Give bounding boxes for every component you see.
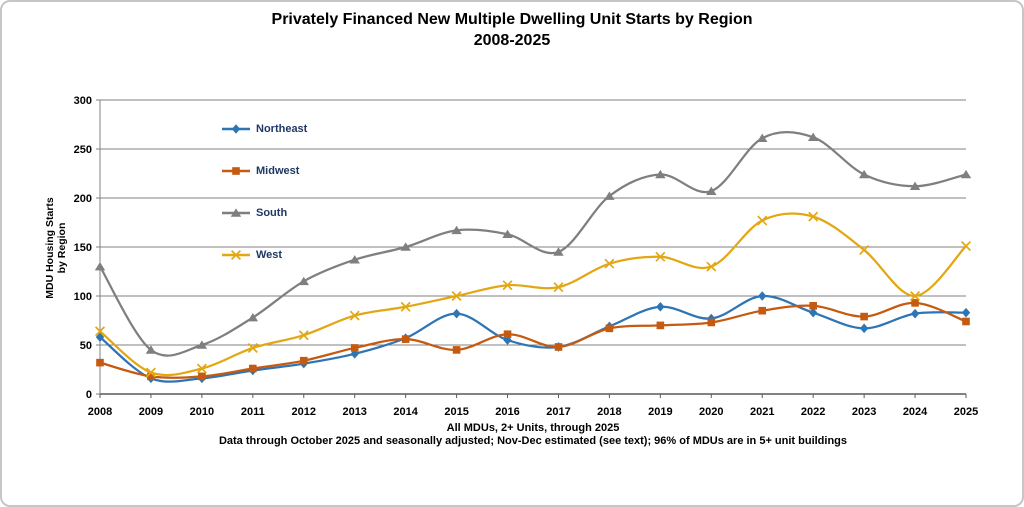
x-tick-label: 2020: [699, 406, 723, 418]
line-marker-sample-icon: [222, 167, 250, 175]
series-line-west: [98, 212, 968, 377]
chart-title-line1: Privately Financed New Multiple Dwelling…: [271, 11, 753, 28]
x-tick-label: 2025: [954, 406, 978, 418]
x-tick-label: 2015: [444, 406, 468, 418]
x-tick-label: 2011: [241, 406, 265, 418]
x-tick-label: 2018: [597, 406, 621, 418]
footnotes: All MDUs, 2+ Units, through 2025 Data th…: [100, 422, 966, 447]
x-tick-label: 2013: [342, 406, 366, 418]
y-axis-title-line2: by Region: [56, 222, 68, 274]
x-tick-label: 2024: [903, 406, 928, 418]
legend-label-west: West: [256, 249, 283, 261]
y-axis-title: MDU Housing Starts by Region: [44, 197, 68, 299]
series-line-midwest: [98, 301, 968, 379]
x-axis-labels: 2008 2009 2010 2011 2012 2013 2014 2015 2016 2017…: [88, 394, 978, 418]
x-tick-label: 2008: [88, 406, 112, 418]
chart-title-line2: 2008-2025: [473, 32, 551, 49]
series-line-northeast: [98, 294, 968, 383]
x-tick-label: 2017: [546, 406, 570, 418]
y-tick-label: 150: [74, 242, 92, 254]
y-tick-label: 200: [74, 193, 92, 205]
legend-label-south: South: [256, 207, 288, 219]
x-tick-label: 2016: [495, 406, 519, 418]
x-tick-label: 2009: [139, 406, 163, 418]
footnote-line1: All MDUs, 2+ Units, through 2025: [446, 422, 620, 434]
series-midwest: [96, 299, 970, 381]
series-south: [94, 130, 972, 357]
x-tick-label: 2023: [852, 406, 876, 418]
x-tick-label: 2014: [393, 406, 418, 418]
line-marker-sample-icon: [222, 249, 250, 261]
y-tick-label: 300: [74, 95, 92, 107]
series-northeast: [95, 291, 971, 384]
x-tick-label: 2022: [801, 406, 825, 418]
y-axis-title-line1: MDU Housing Starts: [44, 197, 56, 299]
gridlines: 0 50 100 150 200 250 300: [74, 95, 966, 401]
y-tick-label: 50: [80, 340, 92, 352]
legend-item-northeast: Northeast: [221, 122, 307, 136]
line-marker-sample-icon: [222, 208, 250, 217]
x-tick-label: 2019: [648, 406, 672, 418]
y-tick-label: 0: [86, 389, 92, 401]
legend-item-west: West: [221, 248, 282, 262]
footnote-line2: Data through October 2025 and seasonally…: [218, 434, 848, 447]
line-marker-sample-icon: [222, 124, 250, 134]
legend-item-south: South: [221, 206, 287, 220]
legend-label-midwest: Midwest: [256, 165, 300, 177]
series-west: [94, 211, 972, 378]
legend-item-midwest: Midwest: [221, 164, 299, 178]
y-tick-label: 100: [74, 291, 92, 303]
chart-title: Privately Financed New Multiple Dwelling…: [2, 9, 1022, 51]
y-tick-label: 250: [74, 144, 92, 156]
x-tick-label: 2010: [190, 406, 214, 418]
legend-label-northeast: Northeast: [256, 123, 308, 135]
x-tick-label: 2021: [750, 406, 774, 418]
x-tick-label: 2012: [292, 406, 316, 418]
